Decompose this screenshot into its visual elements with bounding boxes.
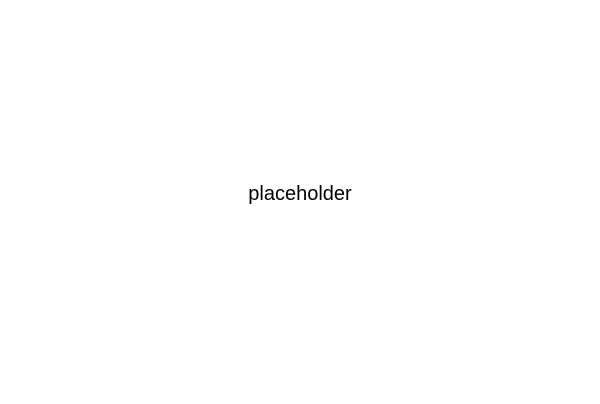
svg-text:placeholder: placeholder xyxy=(248,183,352,205)
